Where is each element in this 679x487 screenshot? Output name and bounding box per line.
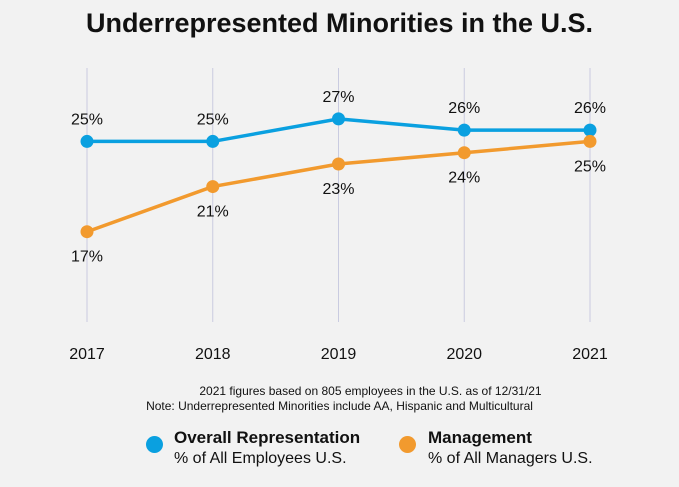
legend-sublabel-management: % of All Managers U.S.: [428, 450, 593, 467]
data-label: 21%: [197, 204, 229, 221]
legend-marker-management: [399, 436, 416, 453]
data-label: 17%: [71, 249, 103, 266]
x-tick-label: 2020: [446, 346, 482, 363]
legend-label-management: Management: [428, 428, 532, 447]
data-point: [80, 134, 94, 148]
note-definition: Note: Underrepresented Minorities includ…: [146, 399, 533, 413]
data-point: [457, 146, 471, 160]
x-tick-label: 2017: [69, 346, 105, 363]
data-point: [583, 134, 597, 148]
data-label: 27%: [322, 89, 354, 106]
x-tick-label: 2019: [321, 346, 357, 363]
data-point: [206, 180, 220, 194]
x-tick-label: 2018: [195, 346, 231, 363]
x-tick-label: 2021: [572, 346, 608, 363]
chart-notes: 2021 figures based on 805 employees in t…: [0, 384, 679, 414]
data-label: 25%: [197, 111, 229, 128]
data-point: [332, 157, 345, 171]
data-point: [332, 112, 345, 126]
data-point: [457, 123, 471, 137]
data-label: 25%: [574, 158, 606, 175]
data-label: 25%: [71, 111, 103, 128]
data-point: [206, 134, 220, 148]
data-point: [80, 225, 94, 239]
data-label: 23%: [322, 181, 354, 198]
data-label: 26%: [574, 100, 606, 117]
data-point: [583, 123, 597, 137]
legend-label-overall: Overall Representation: [174, 428, 361, 447]
chart-title: Underrepresented Minorities in the U.S.: [85, 8, 594, 38]
note-figures-basis: 2021 figures based on 805 employees in t…: [199, 384, 542, 398]
legend-marker-overall: [146, 436, 163, 453]
data-label: 26%: [448, 100, 480, 117]
data-label: 24%: [448, 170, 480, 187]
line-chart: 2017 2018 2019 2020 2021 25% 25% 27% 26% 26% 17% 21…: [69, 68, 608, 363]
legend-sublabel-overall: % of All Employees U.S.: [174, 450, 347, 467]
